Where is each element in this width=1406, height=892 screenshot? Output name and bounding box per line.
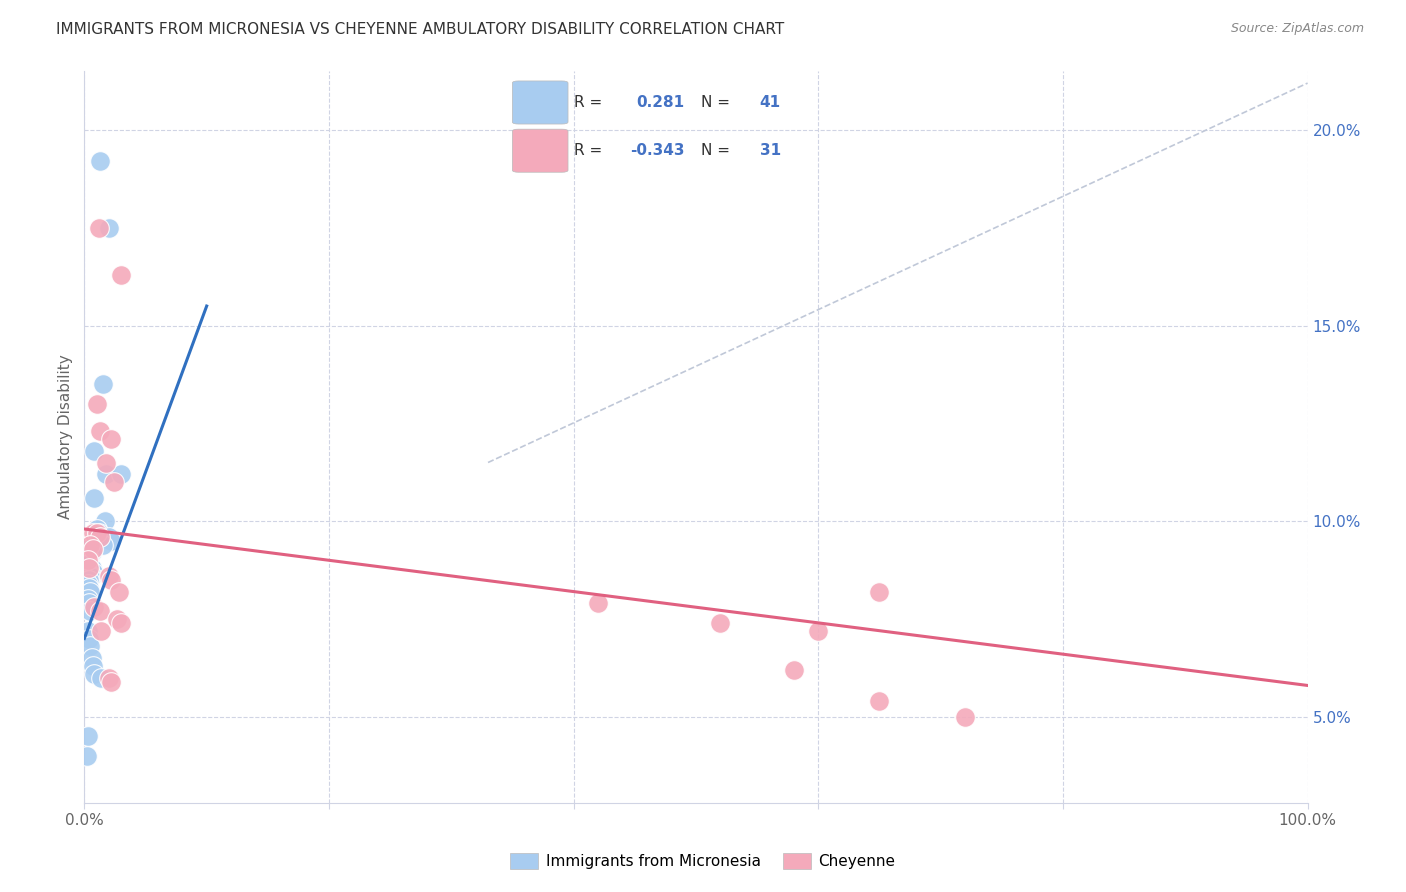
Point (77, 541, 100, 556)
Point (82, 565, 104, 579)
Point (83, 491, 105, 505)
Point (110, 268, 132, 282)
Point (86, 522, 108, 536)
Point (807, 624, 830, 638)
Point (77, 592, 100, 607)
Point (77, 596, 100, 610)
Point (91, 377, 114, 392)
Point (91, 538, 114, 552)
Point (77, 553, 100, 567)
Point (89, 424, 111, 438)
Point (953, 710, 976, 724)
Point (77, 558, 100, 572)
Point (86, 397, 108, 411)
Point (77, 573, 100, 587)
Text: N =: N = (702, 95, 730, 110)
Point (90, 671, 112, 685)
Point (100, 432, 122, 446)
Point (709, 615, 731, 630)
Point (82, 525, 104, 540)
Point (83, 600, 105, 615)
Point (103, 475, 125, 489)
Point (87, 525, 110, 540)
FancyBboxPatch shape (512, 129, 568, 172)
Text: 31: 31 (759, 144, 780, 158)
FancyBboxPatch shape (512, 81, 568, 124)
Point (79, 569, 101, 583)
Point (97, 530, 120, 544)
Point (77, 581, 100, 595)
Point (89, 530, 111, 544)
Point (80, 545, 103, 559)
Point (100, 674, 122, 689)
Point (105, 612, 128, 626)
Point (79, 604, 101, 618)
Point (77, 558, 100, 572)
Point (77, 729, 100, 743)
Point (77, 632, 100, 646)
Point (77, 549, 100, 564)
Point (87, 220, 110, 235)
Point (96, 456, 118, 470)
Text: N =: N = (702, 144, 730, 158)
Point (77, 573, 100, 587)
Point (107, 584, 129, 599)
Point (110, 467, 132, 482)
Point (96, 467, 118, 482)
Point (110, 615, 132, 630)
Point (97, 220, 120, 235)
Point (80, 569, 103, 583)
Point (79, 561, 101, 575)
Text: R =: R = (574, 144, 602, 158)
Legend: Immigrants from Micronesia, Cheyenne: Immigrants from Micronesia, Cheyenne (505, 847, 901, 875)
Point (86, 525, 108, 540)
Point (80, 651, 103, 665)
Point (77, 553, 100, 567)
Text: 41: 41 (759, 95, 780, 110)
Point (586, 596, 609, 610)
Point (100, 573, 122, 587)
Text: Source: ZipAtlas.com: Source: ZipAtlas.com (1230, 22, 1364, 36)
Point (79, 538, 101, 552)
Point (100, 533, 122, 548)
Point (89, 604, 111, 618)
Point (76, 748, 98, 763)
Text: 0.281: 0.281 (636, 95, 685, 110)
Y-axis label: Ambulatory Disability: Ambulatory Disability (58, 355, 73, 519)
Point (89, 154, 111, 169)
Point (783, 663, 806, 677)
Point (83, 443, 105, 458)
Point (83, 666, 105, 681)
Point (79, 640, 101, 654)
Point (97, 569, 120, 583)
Point (79, 584, 101, 599)
Point (77, 576, 100, 591)
Text: -0.343: -0.343 (630, 144, 685, 158)
Point (869, 694, 891, 708)
Point (97, 671, 120, 685)
Point (90, 624, 112, 638)
Point (77, 561, 100, 575)
Point (80, 561, 103, 575)
Point (94, 514, 117, 528)
Point (82, 541, 104, 556)
Point (869, 584, 891, 599)
Point (77, 624, 100, 638)
Point (82, 659, 104, 673)
Text: R =: R = (574, 95, 602, 110)
Text: IMMIGRANTS FROM MICRONESIA VS CHEYENNE AMBULATORY DISABILITY CORRELATION CHART: IMMIGRANTS FROM MICRONESIA VS CHEYENNE A… (56, 22, 785, 37)
